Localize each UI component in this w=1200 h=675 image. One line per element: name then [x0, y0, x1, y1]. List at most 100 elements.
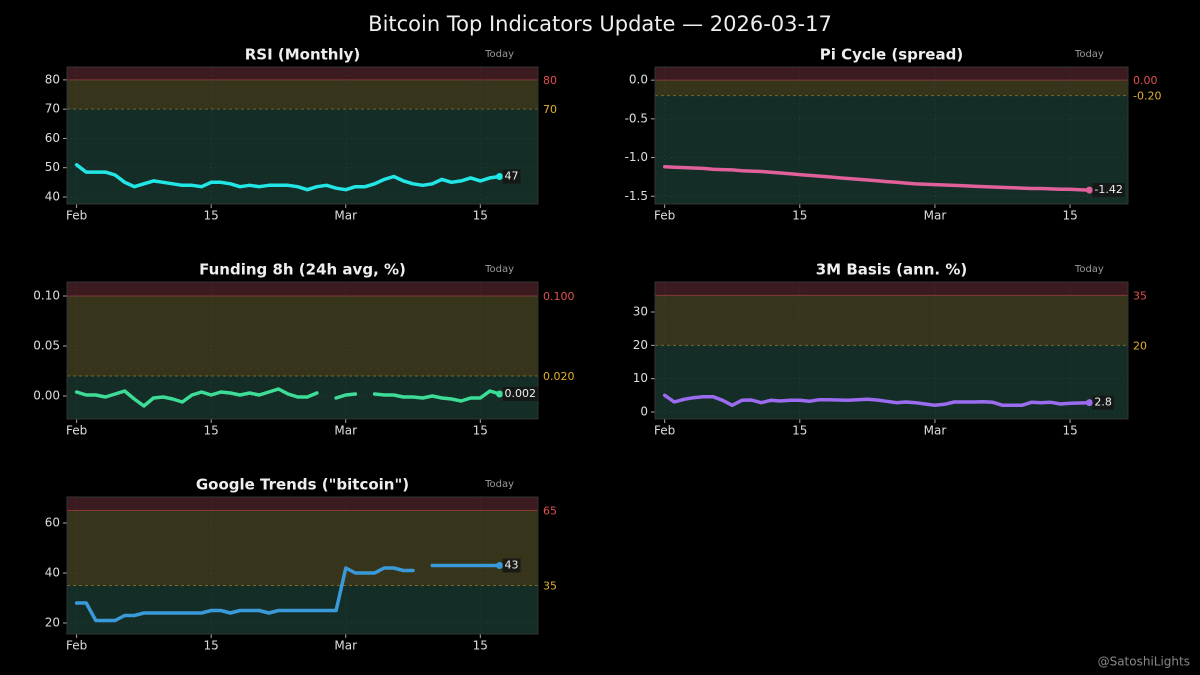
plot-frame [654, 281, 1129, 420]
chart-title: Funding 8h (24h avg, %) [199, 261, 406, 279]
threshold-label: 35 [543, 580, 557, 593]
last-value-label: -1.42 [1094, 183, 1122, 196]
y-tick-label: -1.0 [625, 150, 648, 164]
line-series [662, 393, 1092, 408]
line-series [372, 389, 502, 403]
y-tick-label: 80 [45, 72, 60, 86]
x-tick-label: Feb [654, 209, 675, 223]
threshold-label: 35 [1133, 289, 1147, 302]
y-tick-label: 0 [640, 405, 648, 419]
y-tick-label: 30 [633, 305, 648, 319]
y-tick-label: 0.0 [629, 73, 648, 87]
zone-band [655, 295, 1128, 346]
y-tick-label: 10 [633, 371, 648, 385]
x-tick-label: 15 [1062, 424, 1077, 438]
value-label-bg [502, 169, 521, 184]
watermark: @SatoshiLights [1098, 655, 1190, 669]
threshold-label: 70 [543, 103, 557, 116]
x-tick-label: Feb [654, 424, 675, 438]
value-label-bg [1092, 395, 1114, 410]
last-point [496, 172, 504, 180]
y-tick-label: 60 [45, 131, 60, 145]
x-tick-label: 15 [204, 209, 219, 223]
x-tick-label: Mar [334, 639, 357, 653]
plot-frame [66, 66, 539, 205]
zone-band [655, 67, 1128, 81]
x-tick-label: 15 [204, 639, 219, 653]
zone-band [655, 282, 1128, 296]
x-tick-label: Mar [334, 209, 357, 223]
x-tick-label: 15 [473, 639, 488, 653]
last-point [496, 390, 504, 398]
threshold-label: 20 [1133, 339, 1147, 352]
y-tick-label: -0.5 [625, 111, 648, 125]
x-tick-label: 15 [473, 209, 488, 223]
chart-title: Google Trends ("bitcoin") [196, 476, 409, 494]
today-label: Today [484, 479, 514, 490]
line-series [334, 392, 358, 400]
line-series [74, 387, 319, 408]
x-tick-label: 15 [204, 424, 219, 438]
x-tick-label: 15 [792, 424, 807, 438]
x-tick-label: Mar [924, 424, 947, 438]
zone-band [67, 510, 538, 586]
x-tick-label: Mar [334, 424, 357, 438]
y-tick-label: 20 [45, 616, 60, 630]
zone-band [67, 79, 538, 110]
x-tick-label: Feb [66, 639, 87, 653]
today-label: Today [484, 49, 514, 60]
y-tick-label: 70 [45, 102, 60, 116]
x-tick-label: 15 [792, 209, 807, 223]
chart-title: Pi Cycle (spread) [820, 46, 963, 64]
line-series [662, 165, 1092, 192]
last-value-label: 0.002 [505, 387, 537, 400]
plot-frame [66, 496, 539, 635]
zone-band [655, 345, 1128, 419]
y-tick-label: 50 [45, 160, 60, 174]
page-title: Bitcoin Top Indicators Update — 2026-03-… [368, 12, 832, 36]
y-tick-label: 40 [45, 566, 60, 580]
threshold-label: -0.20 [1133, 90, 1161, 103]
y-tick-label: 0.05 [33, 339, 60, 353]
last-point [1085, 186, 1093, 194]
value-label-bg [1092, 183, 1125, 198]
zone-band [67, 497, 538, 511]
zone-band [655, 95, 1128, 204]
y-tick-label: 0.10 [33, 289, 60, 303]
plot-area [655, 282, 1128, 419]
last-value-label: 43 [505, 559, 519, 572]
threshold-label: 65 [543, 505, 557, 518]
chart-title: RSI (Monthly) [245, 46, 361, 64]
threshold-label: 0.020 [543, 370, 575, 383]
x-tick-label: 15 [1062, 209, 1077, 223]
y-tick-label: 0.00 [33, 389, 60, 403]
y-tick-label: 20 [633, 338, 648, 352]
value-label-bg [502, 558, 521, 573]
today-label: Today [1074, 49, 1104, 60]
last-point [496, 562, 504, 569]
zone-band [67, 296, 538, 376]
y-tick-label: -1.5 [625, 189, 648, 203]
last-point [1085, 399, 1093, 407]
threshold-label: 80 [543, 74, 557, 87]
today-label: Today [1074, 264, 1104, 275]
x-tick-label: Feb [66, 209, 87, 223]
x-tick-label: 15 [473, 424, 488, 438]
zone-band [67, 282, 538, 296]
threshold-label: 0.00 [1133, 74, 1158, 87]
x-tick-label: Feb [66, 424, 87, 438]
zone-band [655, 80, 1128, 96]
y-tick-label: 60 [45, 516, 60, 530]
last-value-label: 47 [505, 169, 519, 182]
chart-title: 3M Basis (ann. %) [816, 261, 968, 279]
plot-frame [66, 281, 539, 420]
value-label-bg [502, 387, 539, 401]
today-label: Today [484, 264, 514, 275]
threshold-label: 0.100 [543, 290, 575, 303]
zone-band [67, 67, 538, 80]
last-value-label: 2.8 [1094, 396, 1112, 409]
line-series [74, 163, 502, 192]
plot-frame [654, 66, 1129, 205]
line-series [74, 566, 415, 623]
